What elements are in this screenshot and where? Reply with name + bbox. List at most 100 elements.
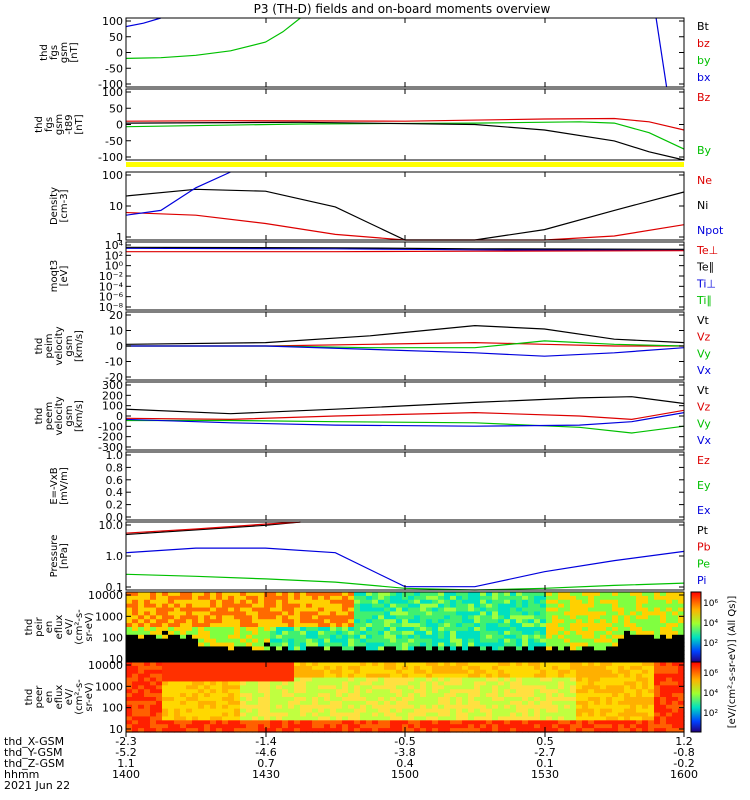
spectro-cell [522,615,529,620]
spectro-cell [522,599,529,605]
spectro-cell [354,677,361,683]
spectro-cell [678,650,685,655]
spectro-cell [168,681,175,686]
spectro-cell [552,677,559,683]
spectro-cell [480,685,487,690]
spectro-cell [408,642,415,648]
spectro-cell [654,685,661,690]
spectro-cell [462,642,469,648]
spectro-cell [600,595,607,601]
spectro-cell [546,693,553,698]
spectro-cell [162,654,169,659]
spectro-cell [666,650,673,655]
spectro-cell [504,634,511,640]
spectro-cell [456,700,463,706]
spectro-cell [480,634,487,640]
spectro-cell [444,708,451,714]
spectro-cell [558,646,565,651]
spectro-cell [138,724,145,729]
spectro-cell [264,693,271,698]
spectro-cell [282,681,289,686]
spectro-cell [282,611,289,616]
spectro-cell [474,704,481,710]
spectro-cell [132,642,139,648]
spectro-cell [258,627,265,632]
spectro-cell [366,673,373,679]
spectro-cell [282,697,289,702]
spectro-cell [636,642,643,648]
spectro-cell [462,599,469,605]
spectro-cell [504,654,511,659]
spectro-cell [390,720,397,725]
spectro-cell [378,642,385,648]
spectro-cell [480,599,487,605]
spectro-cell [624,642,631,648]
legend-entry: Ti⊥ [696,277,716,290]
spectro-cell [354,681,361,686]
spectro-cell [216,665,223,671]
spectro-cell [522,662,529,667]
spectro-cell [582,708,589,714]
spectro-cell [168,634,175,640]
spectro-cell [558,658,565,663]
spectro-cell [276,697,283,702]
y-tick-label: 10.0 [99,519,124,532]
spectro-cell [552,623,559,628]
spectro-cell [546,720,553,725]
spectro-cell [654,627,661,632]
spectro-cell [420,681,427,686]
spectro-cell [252,646,259,651]
spectro-cell [192,728,199,733]
spectro-cell [372,716,379,721]
spectro-cell [414,693,421,698]
spectro-cell [432,700,439,706]
spectro-cell [150,599,157,605]
axis-label: thd [34,408,45,425]
spectro-cell [372,630,379,636]
spectro-cell [606,603,613,609]
spectro-cell [546,619,553,624]
spectro-cell [390,708,397,714]
spectro-cell [504,708,511,714]
spectro-cell [606,658,613,663]
spectro-cell [576,607,583,613]
spectro-cell [516,708,523,714]
spectro-cell [186,650,193,655]
spectro-cell [330,689,337,694]
spectro-cell [450,689,457,694]
spectro-cell [144,658,151,663]
spectro-cell [336,611,343,616]
spectro-cell [264,716,271,721]
spectro-cell [258,592,265,597]
spectro-cell [588,665,595,671]
spectro-cell [180,704,187,710]
spectro-cell [444,630,451,636]
spectro-cell [354,662,361,667]
spectro-cell [132,712,139,718]
spectro-cell [150,697,157,702]
spectro-cell [330,654,337,659]
spectro-cell [660,704,667,710]
spectro-cell [210,595,217,601]
spectro-cell [624,607,631,613]
spectro-cell [150,658,157,663]
spectro-cell [600,646,607,651]
spectro-cell [636,685,643,690]
spectro-cell [312,619,319,624]
spectro-cell [606,634,613,640]
axis-label: [km/s] [74,330,85,362]
spectro-cell [558,681,565,686]
spectro-cell [144,642,151,648]
spectro-cell [234,595,241,601]
series-line-0-1 [125,17,162,28]
spectro-cell [396,704,403,710]
spectro-cell [456,662,463,667]
spectro-cell [132,627,139,632]
spectro-cell [384,658,391,663]
spectro-cell [636,697,643,702]
spectro-cell [540,623,547,628]
spectro-cell [534,665,541,671]
spectro-cell [180,673,187,679]
spectro-cell [174,697,181,702]
colorbar-tick: 10⁴ [703,689,718,699]
